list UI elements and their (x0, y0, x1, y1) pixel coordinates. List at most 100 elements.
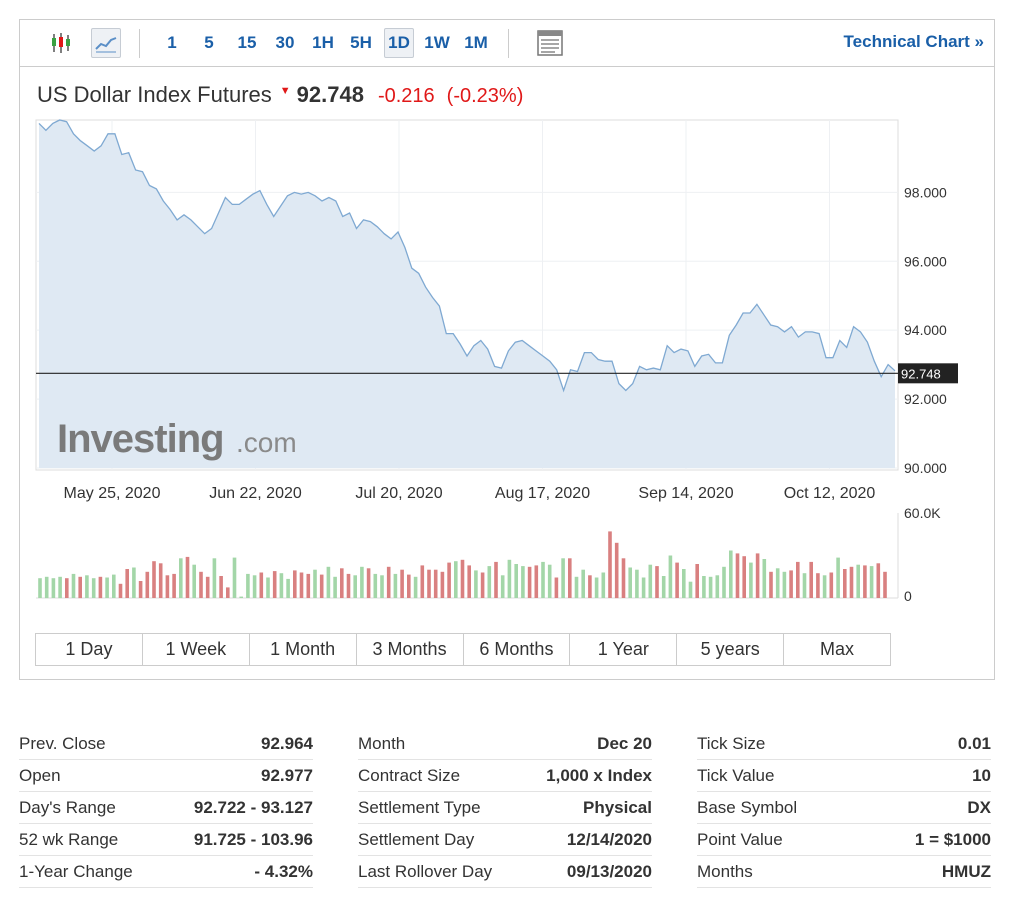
stat-label: Tick Size (697, 733, 766, 753)
volume-bar (534, 565, 539, 598)
period-1w[interactable]: 1W (424, 33, 450, 52)
volume-bar (226, 587, 230, 598)
y-tick-label: 94.000 (904, 322, 947, 338)
period-5h[interactable]: 5H (350, 33, 372, 52)
last-price-tag (898, 363, 958, 384)
range-3-months[interactable]: 3 Months (357, 634, 464, 665)
range-1-day[interactable]: 1 Day (36, 634, 143, 665)
last-price-tag-label: 92.748 (901, 366, 941, 381)
volume-bar (380, 575, 384, 598)
volume-bar (219, 576, 223, 598)
volume-bar (688, 581, 693, 598)
period-15[interactable]: 15 (237, 33, 257, 52)
volume-bar (769, 571, 773, 598)
period-30[interactable]: 30 (275, 33, 295, 52)
x-tick-label: Jul 20, 2020 (355, 485, 442, 502)
stat-value: 1,000 x Index (546, 765, 652, 785)
volume-bar (373, 573, 378, 598)
volume-bar (547, 564, 552, 598)
table-view-icon[interactable] (535, 28, 565, 58)
volume-bar (554, 577, 559, 598)
period-1[interactable]: 1 (167, 33, 177, 52)
volume-bar (400, 569, 404, 598)
volume-bar (521, 566, 525, 598)
volume-bar (695, 564, 699, 598)
stat-row: 1-Year Change - 4.32% (19, 856, 313, 888)
volume-bar (454, 561, 458, 598)
volume-bar (105, 577, 109, 598)
candlestick-chart-icon[interactable] (46, 28, 76, 58)
volume-bar (239, 596, 243, 598)
volume-bar (561, 558, 565, 598)
volume-bar (641, 577, 646, 598)
volume-bar (266, 577, 270, 598)
stat-label: 52 wk Range (19, 829, 119, 849)
volume-bar (306, 573, 311, 598)
volume-bar (293, 570, 297, 598)
range-1-month[interactable]: 1 Month (250, 634, 357, 665)
stats-column: Tick Size 0.01 Tick Value 10 Base Symbol DX Po… (697, 728, 991, 888)
volume-bar (145, 571, 150, 598)
stat-row: Last Rollover Day 09/13/2020 (358, 856, 652, 888)
stat-row: Tick Value 10 (697, 760, 991, 792)
volume-bar (299, 572, 304, 598)
volume-bar (863, 565, 867, 598)
stat-row: Base Symbol DX (697, 792, 991, 824)
volume-bar (762, 559, 767, 598)
volume-bar (420, 565, 425, 598)
volume-bar (856, 564, 860, 598)
volume-bar (661, 576, 666, 598)
volume-bar (802, 573, 807, 598)
volume-bar (601, 572, 606, 598)
price-line (38, 119, 896, 393)
range-1-year[interactable]: 1 Year (570, 634, 678, 665)
instrument-header: US Dollar Index Futures ▼ 92.748 -0.216 (-0.… (37, 82, 535, 112)
stats-column: Prev. Close 92.964 Open 92.977 Day's Range 92… (19, 728, 313, 888)
volume-bar (319, 574, 324, 598)
volume-bar (722, 566, 726, 598)
y-tick-label: 92.000 (904, 391, 947, 407)
period-5[interactable]: 5 (204, 33, 214, 52)
period-1d[interactable]: 1D (384, 28, 414, 58)
volume-bar (729, 550, 733, 598)
stat-row: Settlement Type Physical (358, 792, 652, 824)
instrument-name: US Dollar Index Futures (37, 82, 272, 107)
volume-bar (648, 564, 653, 598)
range-1-week[interactable]: 1 Week (143, 634, 250, 665)
area-chart-icon[interactable] (91, 28, 121, 58)
range-6-months[interactable]: 6 Months (464, 634, 571, 665)
volume-bar (829, 572, 834, 598)
volume-bar (340, 568, 344, 598)
volume-bar (85, 575, 89, 598)
volume-bar (682, 569, 686, 598)
stat-value: 12/14/2020 (566, 829, 652, 849)
volume-bar (581, 569, 585, 598)
volume-bar (205, 576, 210, 599)
volume-bar (849, 566, 854, 598)
price-area (39, 120, 895, 468)
volume-bar (440, 571, 445, 598)
volume-bar (246, 573, 250, 598)
volume-bar (816, 573, 820, 598)
stat-row: Point Value 1 = $1000 (697, 824, 991, 856)
stat-row: Contract Size 1,000 x Index (358, 760, 652, 792)
volume-bar (487, 566, 492, 598)
volume-bar (38, 578, 42, 598)
period-1m[interactable]: 1M (464, 33, 488, 52)
volume-bar (527, 566, 532, 598)
volume-bar (179, 558, 183, 598)
volume-bar (158, 563, 163, 598)
stat-value: Physical (583, 797, 652, 817)
volume-bar (474, 570, 478, 598)
period-1h[interactable]: 1H (312, 33, 334, 52)
range-5-years[interactable]: 5 years (677, 634, 785, 665)
range-max[interactable]: Max (820, 639, 855, 659)
stat-row: Month Dec 20 (358, 728, 652, 760)
volume-bar (44, 576, 49, 599)
volume-bar (433, 569, 438, 598)
technical-chart-link[interactable]: Technical Chart » (843, 32, 984, 51)
price-chart[interactable]: Investing .com 92.748 98.000 96.000 94.000 92.… (20, 20, 996, 681)
volume-bar (326, 566, 331, 598)
stat-label: Settlement Type (358, 797, 481, 817)
volume-bar (869, 566, 874, 598)
